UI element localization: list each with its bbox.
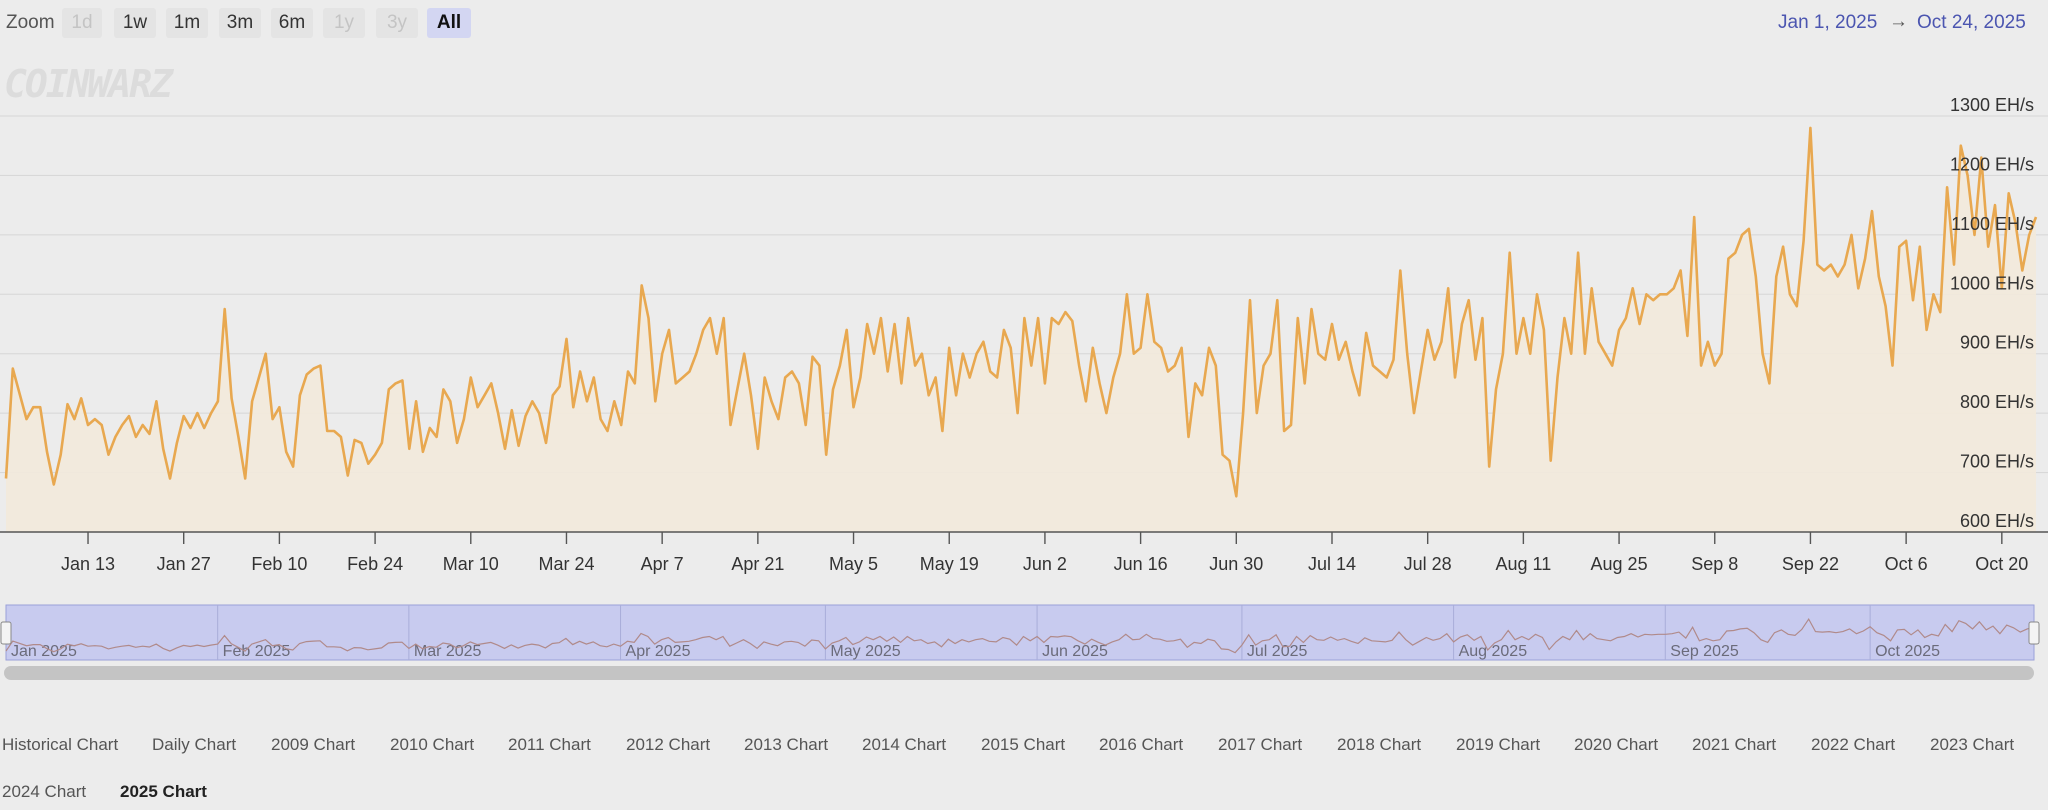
chart-link-2013-chart[interactable]: 2013 Chart — [744, 735, 829, 754]
x-tick-label: Feb 24 — [347, 554, 403, 574]
x-tick-label: Mar 24 — [538, 554, 594, 574]
y-tick-label: 900 EH/s — [1960, 333, 2034, 353]
hashrate-chart[interactable]: 600 EH/s 700 EH/s 800 EH/s 900 EH/s 1000 EH/… — [0, 0, 2048, 700]
navigator: Jan 2025 Feb 2025 Mar 2025 Apr 2025 May 2025… — [0, 604, 2040, 680]
x-tick-label: Jun 16 — [1114, 554, 1168, 574]
zoom-1m-button[interactable]: 1m — [166, 8, 208, 38]
x-tick-label: Jun 2 — [1023, 554, 1067, 574]
navigator-month-label: Aug 2025 — [1459, 643, 1528, 660]
zoom-1d-button[interactable]: 1d — [62, 8, 102, 38]
x-tick-label: Jul 14 — [1308, 554, 1356, 574]
y-tick-label: 600 EH/s — [1960, 511, 2034, 531]
y-tick-label: 1000 EH/s — [1950, 273, 2034, 293]
chart-link-2023-chart[interactable]: 2023 Chart — [1930, 735, 2015, 754]
range-arrow-icon: → — [1889, 11, 1908, 32]
x-tick-label: Aug 25 — [1591, 554, 1648, 574]
x-tick-label: Oct 20 — [1975, 554, 2028, 574]
x-tick-label: Jan 27 — [157, 554, 211, 574]
x-tick-label: Jun 30 — [1209, 554, 1263, 574]
navigator-month-label: Apr 2025 — [626, 643, 691, 660]
zoom-label: Zoom — [6, 12, 55, 33]
navigator-month-label: Jul 2025 — [1247, 643, 1308, 660]
navigator-month-label: Mar 2025 — [414, 643, 482, 660]
x-tick-label: Apr 21 — [731, 554, 784, 574]
x-tick-label: Sep 8 — [1691, 554, 1738, 574]
range-to-date[interactable]: Oct 24, 2025 — [1917, 12, 2026, 33]
navigator-month-label: May 2025 — [830, 643, 900, 660]
range-from-date[interactable]: Jan 1, 2025 — [1778, 12, 1878, 33]
x-tick-label: May 5 — [829, 554, 878, 574]
chart-link-2012-chart[interactable]: 2012 Chart — [626, 735, 711, 754]
y-tick-label: 1300 EH/s — [1950, 95, 2034, 115]
navigator-left-handle[interactable] — [0, 621, 12, 645]
x-tick-label: Apr 7 — [641, 554, 684, 574]
zoom-all-button[interactable]: All — [427, 8, 471, 38]
zoom-3y-button[interactable]: 3y — [376, 8, 418, 38]
y-tick-label: 800 EH/s — [1960, 392, 2034, 412]
navigator-right-handle[interactable] — [2028, 621, 2040, 645]
y-tick-label: 1200 EH/s — [1950, 154, 2034, 174]
chart-link-2009-chart[interactable]: 2009 Chart — [271, 735, 356, 754]
x-tick-label: Aug 11 — [1496, 554, 1552, 574]
chart-link-2014-chart[interactable]: 2014 Chart — [862, 735, 947, 754]
x-tick-label: Feb 10 — [251, 554, 307, 574]
x-tick-label: Oct 6 — [1885, 554, 1928, 574]
chart-link-2021-chart[interactable]: 2021 Chart — [1692, 735, 1777, 754]
x-tick-label: Mar 10 — [443, 554, 499, 574]
chart-link-2018-chart[interactable]: 2018 Chart — [1337, 735, 1422, 754]
x-axis-labels: Jan 13 Jan 27 Feb 10 Feb 24 Mar 10 Mar 24 Apr … — [61, 532, 2028, 574]
zoom-6m-button[interactable]: 6m — [271, 8, 313, 38]
navigator-month-label: Jan 2025 — [11, 643, 77, 660]
chart-link-2015-chart[interactable]: 2015 Chart — [981, 735, 1066, 754]
y-axis-labels: 600 EH/s 700 EH/s 800 EH/s 900 EH/s 1000 EH/… — [1950, 95, 2034, 531]
chart-link-2020-chart[interactable]: 2020 Chart — [1574, 735, 1659, 754]
chart-link-2025-chart[interactable]: 2025 Chart — [120, 782, 207, 801]
coinwarz-logo: COINWARZ — [4, 62, 173, 106]
chart-link-2010-chart[interactable]: 2010 Chart — [390, 735, 475, 754]
chart-link-historical-chart[interactable]: Historical Chart — [2, 735, 119, 754]
navigator-scrollbar[interactable] — [4, 666, 2034, 680]
navigator-month-label: Jun 2025 — [1042, 643, 1108, 660]
chart-link-2024-chart[interactable]: 2024 Chart — [2, 782, 87, 801]
hashrate-area-fill — [6, 127, 2036, 533]
navigator-month-label: Oct 2025 — [1875, 643, 1940, 660]
x-tick-label: Sep 22 — [1782, 554, 1839, 574]
x-tick-label: May 19 — [920, 554, 979, 574]
y-tick-label: 1100 EH/s — [1951, 214, 2034, 234]
navigator-series-line — [5, 617, 2035, 654]
x-tick-label: Jul 28 — [1404, 554, 1452, 574]
chart-link-2019-chart[interactable]: 2019 Chart — [1456, 735, 1541, 754]
navigator-month-label: Feb 2025 — [223, 643, 291, 660]
x-tick-label: Jan 13 — [61, 554, 115, 574]
hashrate-series-line — [4, 126, 2038, 498]
zoom-1y-button[interactable]: 1y — [323, 8, 365, 38]
chart-link-2016-chart[interactable]: 2016 Chart — [1099, 735, 1184, 754]
chart-link-2011-chart[interactable]: 2011 Chart — [508, 735, 591, 754]
zoom-3m-button[interactable]: 3m — [219, 8, 261, 38]
chart-link-2017-chart[interactable]: 2017 Chart — [1218, 735, 1303, 754]
y-tick-label: 700 EH/s — [1960, 452, 2034, 472]
zoom-1w-button[interactable]: 1w — [114, 8, 156, 38]
chart-link-2022-chart[interactable]: 2022 Chart — [1811, 735, 1896, 754]
navigator-month-label: Sep 2025 — [1670, 643, 1739, 660]
zoom-toolbar: Zoom 1d 1w 1m 3m 6m 1y 3y All Jan 1, 202… — [0, 0, 2048, 48]
chart-link-daily-chart[interactable]: Daily Chart — [152, 735, 237, 754]
